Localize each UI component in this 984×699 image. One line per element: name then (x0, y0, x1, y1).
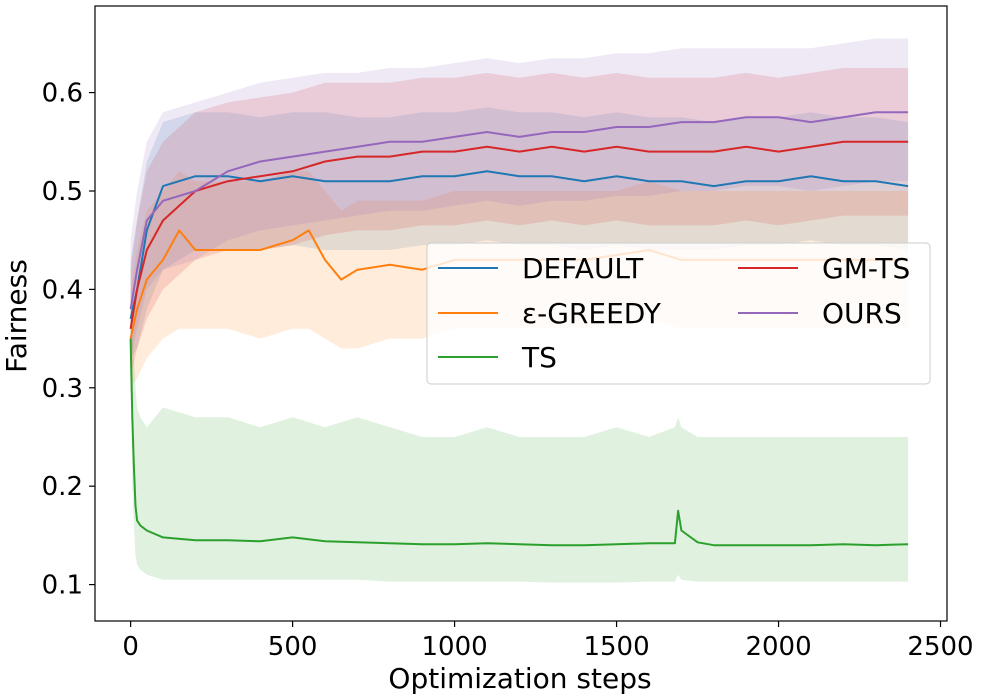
legend-label-ts: TS (521, 341, 557, 374)
default-line (129, 170, 909, 320)
legend-label-default: DEFAULT (522, 252, 644, 285)
legend-label-greedy: ε-GREEDY (522, 297, 662, 330)
x-tick-label: 0 (122, 632, 139, 662)
y-axis-label: Fairness (0, 259, 33, 373)
gm-ts-band (130, 68, 909, 378)
legend: DEFAULT ε-GREEDY TS GM-TS OURS (426, 242, 931, 385)
legend-label-ours: OURS (822, 297, 902, 330)
x-axis: 0 500 1000 1500 2000 2500 (122, 621, 974, 662)
y-tick-label: 0.6 (42, 79, 83, 109)
plot-frame (94, 5, 948, 622)
y-axis: 0.1 0.2 0.3 0.4 0.5 0.6 (42, 79, 95, 601)
y-tick-label: 0.5 (42, 177, 83, 207)
gm-ts-line (129, 140, 909, 329)
x-tick-label: 2000 (745, 632, 811, 662)
ours-line (129, 111, 909, 310)
y-tick-label: 0.4 (42, 275, 83, 305)
legend-box (426, 242, 931, 385)
ours-band (130, 38, 909, 359)
default-band (130, 107, 909, 359)
legend-label-gm-ts: GM-TS (822, 252, 910, 285)
x-tick-label: 1000 (422, 632, 488, 662)
x-tick-label: 1500 (583, 632, 649, 662)
y-tick-label: 0.3 (42, 374, 83, 404)
ts-band (130, 309, 909, 583)
y-tick-label: 0.1 (42, 571, 83, 601)
x-axis-label: Optimization steps (388, 662, 651, 695)
y-tick-label: 0.2 (42, 472, 83, 502)
ts-line (129, 338, 909, 547)
x-tick-label: 2500 (907, 632, 973, 662)
x-tick-label: 500 (268, 632, 318, 662)
